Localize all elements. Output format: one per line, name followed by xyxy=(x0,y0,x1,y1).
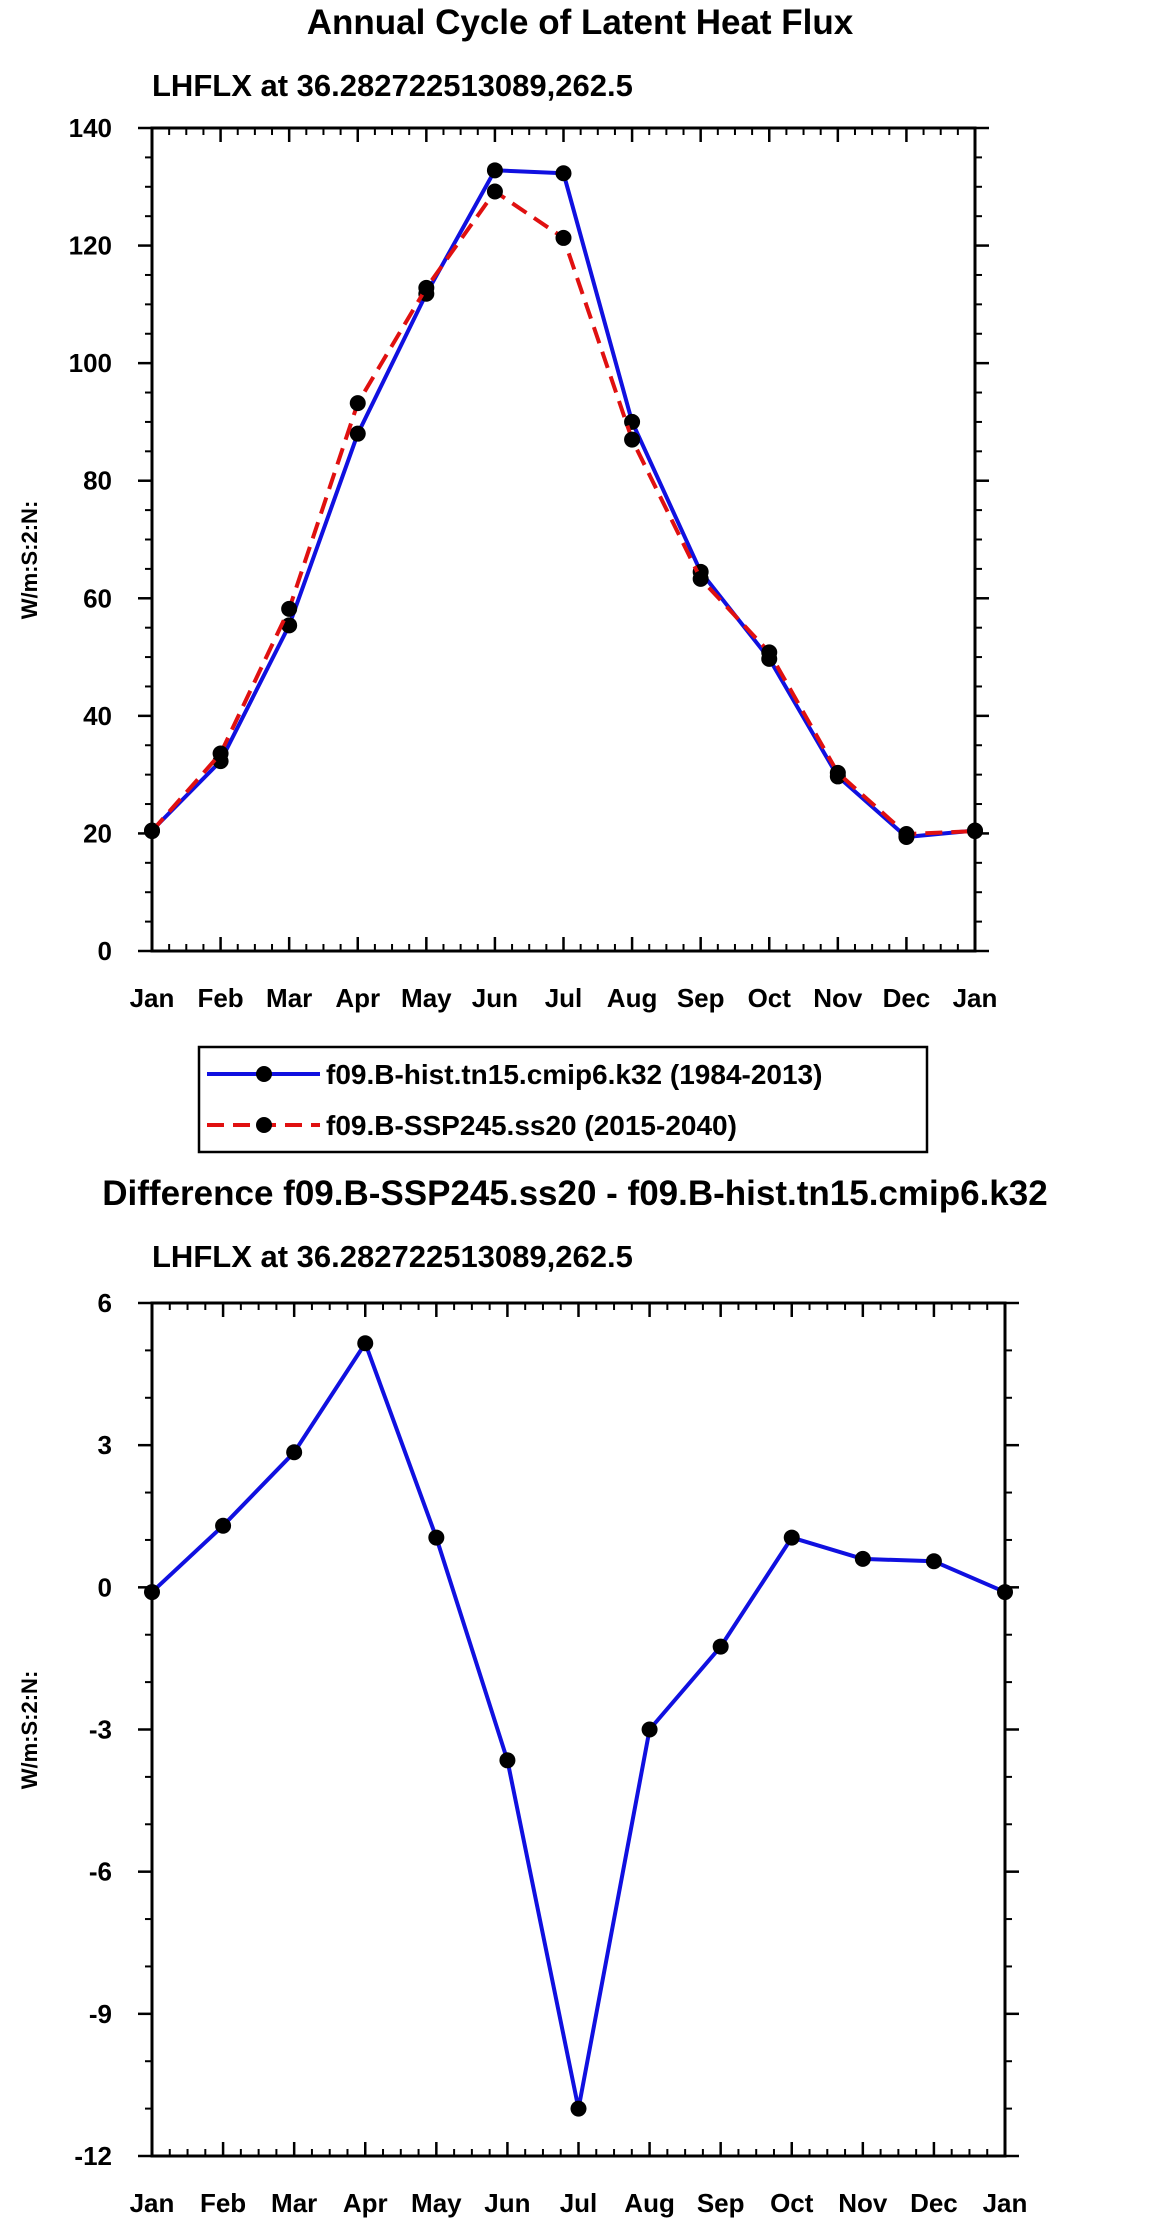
chart2-xtick-label: May xyxy=(411,2188,462,2218)
chart2-plot-frame xyxy=(150,1301,1007,2158)
chart1-series-line-1 xyxy=(150,168,976,839)
chart1-xtick-label: Oct xyxy=(748,983,792,1013)
legend-swatch-marker xyxy=(256,1117,272,1133)
chart2-series-1-point xyxy=(925,1553,942,1570)
chart2-xtick-label: Feb xyxy=(200,2188,246,2218)
chart1-series-2-point xyxy=(829,764,846,781)
chart1-series-1-point xyxy=(486,162,503,179)
chart2-series-group xyxy=(144,1335,1013,2117)
chart2-ytick-label: 6 xyxy=(98,1288,112,1318)
chart1-legend: f09.B-hist.tn15.cmip6.k32 (1984-2013) f0… xyxy=(197,1045,929,1154)
chart1-xtick-label: Sep xyxy=(677,983,725,1013)
chart2-series-1-point xyxy=(286,1444,303,1461)
chart2-ytick-label: -6 xyxy=(89,1857,112,1887)
chart1-xtick-label: Feb xyxy=(197,983,243,1013)
chart1-series-2-point xyxy=(692,570,709,587)
chart2-series-1-point xyxy=(641,1721,658,1738)
chart1-series-2-point xyxy=(761,644,778,661)
chart1-series-2-point xyxy=(555,229,572,246)
chart1-xtick-label: Jan xyxy=(953,983,998,1013)
chart1-xtick-label: Mar xyxy=(266,983,312,1013)
legend-box xyxy=(197,1045,929,1154)
chart1-xtick-label: Jan xyxy=(130,983,175,1013)
chart2-xtick-label: Mar xyxy=(271,2188,317,2218)
legend-entry-ssp245: f09.B-SSP245.ss20 (2015-2040) xyxy=(326,1110,737,1141)
chart1-series-1-point xyxy=(555,165,572,182)
chart1-series-2-point xyxy=(418,279,435,296)
chart1-xtick-label: Nov xyxy=(813,983,863,1013)
chart1-xtick-label: Jul xyxy=(545,983,583,1013)
chart1-series-2-point xyxy=(281,600,298,617)
legend-entry-hist: f09.B-hist.tn15.cmip6.k32 (1984-2013) xyxy=(326,1059,822,1090)
chart2-series-1-point xyxy=(570,2100,587,2117)
chart1-ytick-label: 140 xyxy=(69,113,112,143)
chart2-ytick-label: -9 xyxy=(89,1999,112,2029)
chart2-series-1-point xyxy=(357,1335,374,1352)
chart1-series-line-2 xyxy=(150,189,976,836)
chart2-xtick-label: Jul xyxy=(560,2188,598,2218)
chart2-ytick-label: 3 xyxy=(98,1430,112,1460)
chart1-subtitle: LHFLX at 36.282722513089,262.5 xyxy=(152,68,633,103)
chart1-xtick-label: May xyxy=(401,983,452,1013)
chart2-series-1-point xyxy=(854,1550,871,1567)
chart1-ytick-label: 80 xyxy=(83,466,112,496)
chart1-series-group xyxy=(144,162,983,845)
chart1-ytick-label: 0 xyxy=(98,936,112,966)
chart1-series-2-point xyxy=(898,826,915,843)
chart2-series-1-point xyxy=(499,1752,516,1769)
chart2-xtick-label: Aug xyxy=(624,2188,675,2218)
chart1-ytick-label: 100 xyxy=(69,348,112,378)
chart2-xtick-label: Dec xyxy=(910,2188,958,2218)
chart1-plot-frame xyxy=(150,126,977,953)
chart2-series-1-point xyxy=(215,1517,232,1534)
chart1-xtick-label: Jun xyxy=(472,983,518,1013)
chart2-title: Difference f09.B-SSP245.ss20 - f09.B-his… xyxy=(102,1174,1047,1213)
chart2-ytick-label: 0 xyxy=(98,1572,112,1602)
chart2-ytick-label: -12 xyxy=(74,2141,112,2171)
chart1-series-2-point xyxy=(349,395,366,412)
chart2-subtitle: LHFLX at 36.282722513089,262.5 xyxy=(152,1239,633,1274)
chart2-series-line-1 xyxy=(150,1341,1006,2111)
chart1-xtick-label: Dec xyxy=(883,983,931,1013)
chart1-xtick-label: Apr xyxy=(335,983,380,1013)
chart2-ylabel: W/m:S:2:N: xyxy=(17,1671,42,1790)
chart2-xtick-label: Sep xyxy=(697,2188,745,2218)
chart1-xtick-label: Aug xyxy=(607,983,658,1013)
chart1-ylabel: W/m:S:2:N: xyxy=(17,501,42,620)
chart1-title: Annual Cycle of Latent Heat Flux xyxy=(307,3,854,42)
chart1-ytick-label: 20 xyxy=(83,818,112,848)
chart1-series-1-point xyxy=(349,425,366,442)
chart1-axes: Jan Feb Mar Apr May Jun Jul Aug Sep Oct Nov Dec Jan 0… xyxy=(69,113,998,1013)
legend-swatch-marker xyxy=(256,1066,272,1082)
chart1-ytick-label: 120 xyxy=(69,231,112,261)
chart2-xtick-label: Apr xyxy=(343,2188,388,2218)
chart2-xtick-label: Jan xyxy=(983,2188,1028,2218)
chart2-series-1-point xyxy=(712,1638,729,1655)
chart2-series-1-point xyxy=(428,1529,445,1546)
chart2-xtick-label: Jun xyxy=(484,2188,530,2218)
chart1-ytick-label: 40 xyxy=(83,701,112,731)
chart2-axes: Jan Feb Mar Apr May Jun Jul Aug Sep Oct Nov Dec Jan-… xyxy=(74,1288,1027,2218)
chart2-ytick-label: -3 xyxy=(89,1715,112,1745)
chart1-series-2-point xyxy=(486,183,503,200)
chart1-ytick-label: 60 xyxy=(83,583,112,613)
chart1-series-2-point xyxy=(212,745,229,762)
chart2-xtick-label: Nov xyxy=(838,2188,888,2218)
chart1-series-2-point xyxy=(624,431,641,448)
chart2-xtick-label: Oct xyxy=(770,2188,814,2218)
chart2-series-1-point xyxy=(783,1529,800,1546)
chart2-xtick-label: Jan xyxy=(130,2188,175,2218)
